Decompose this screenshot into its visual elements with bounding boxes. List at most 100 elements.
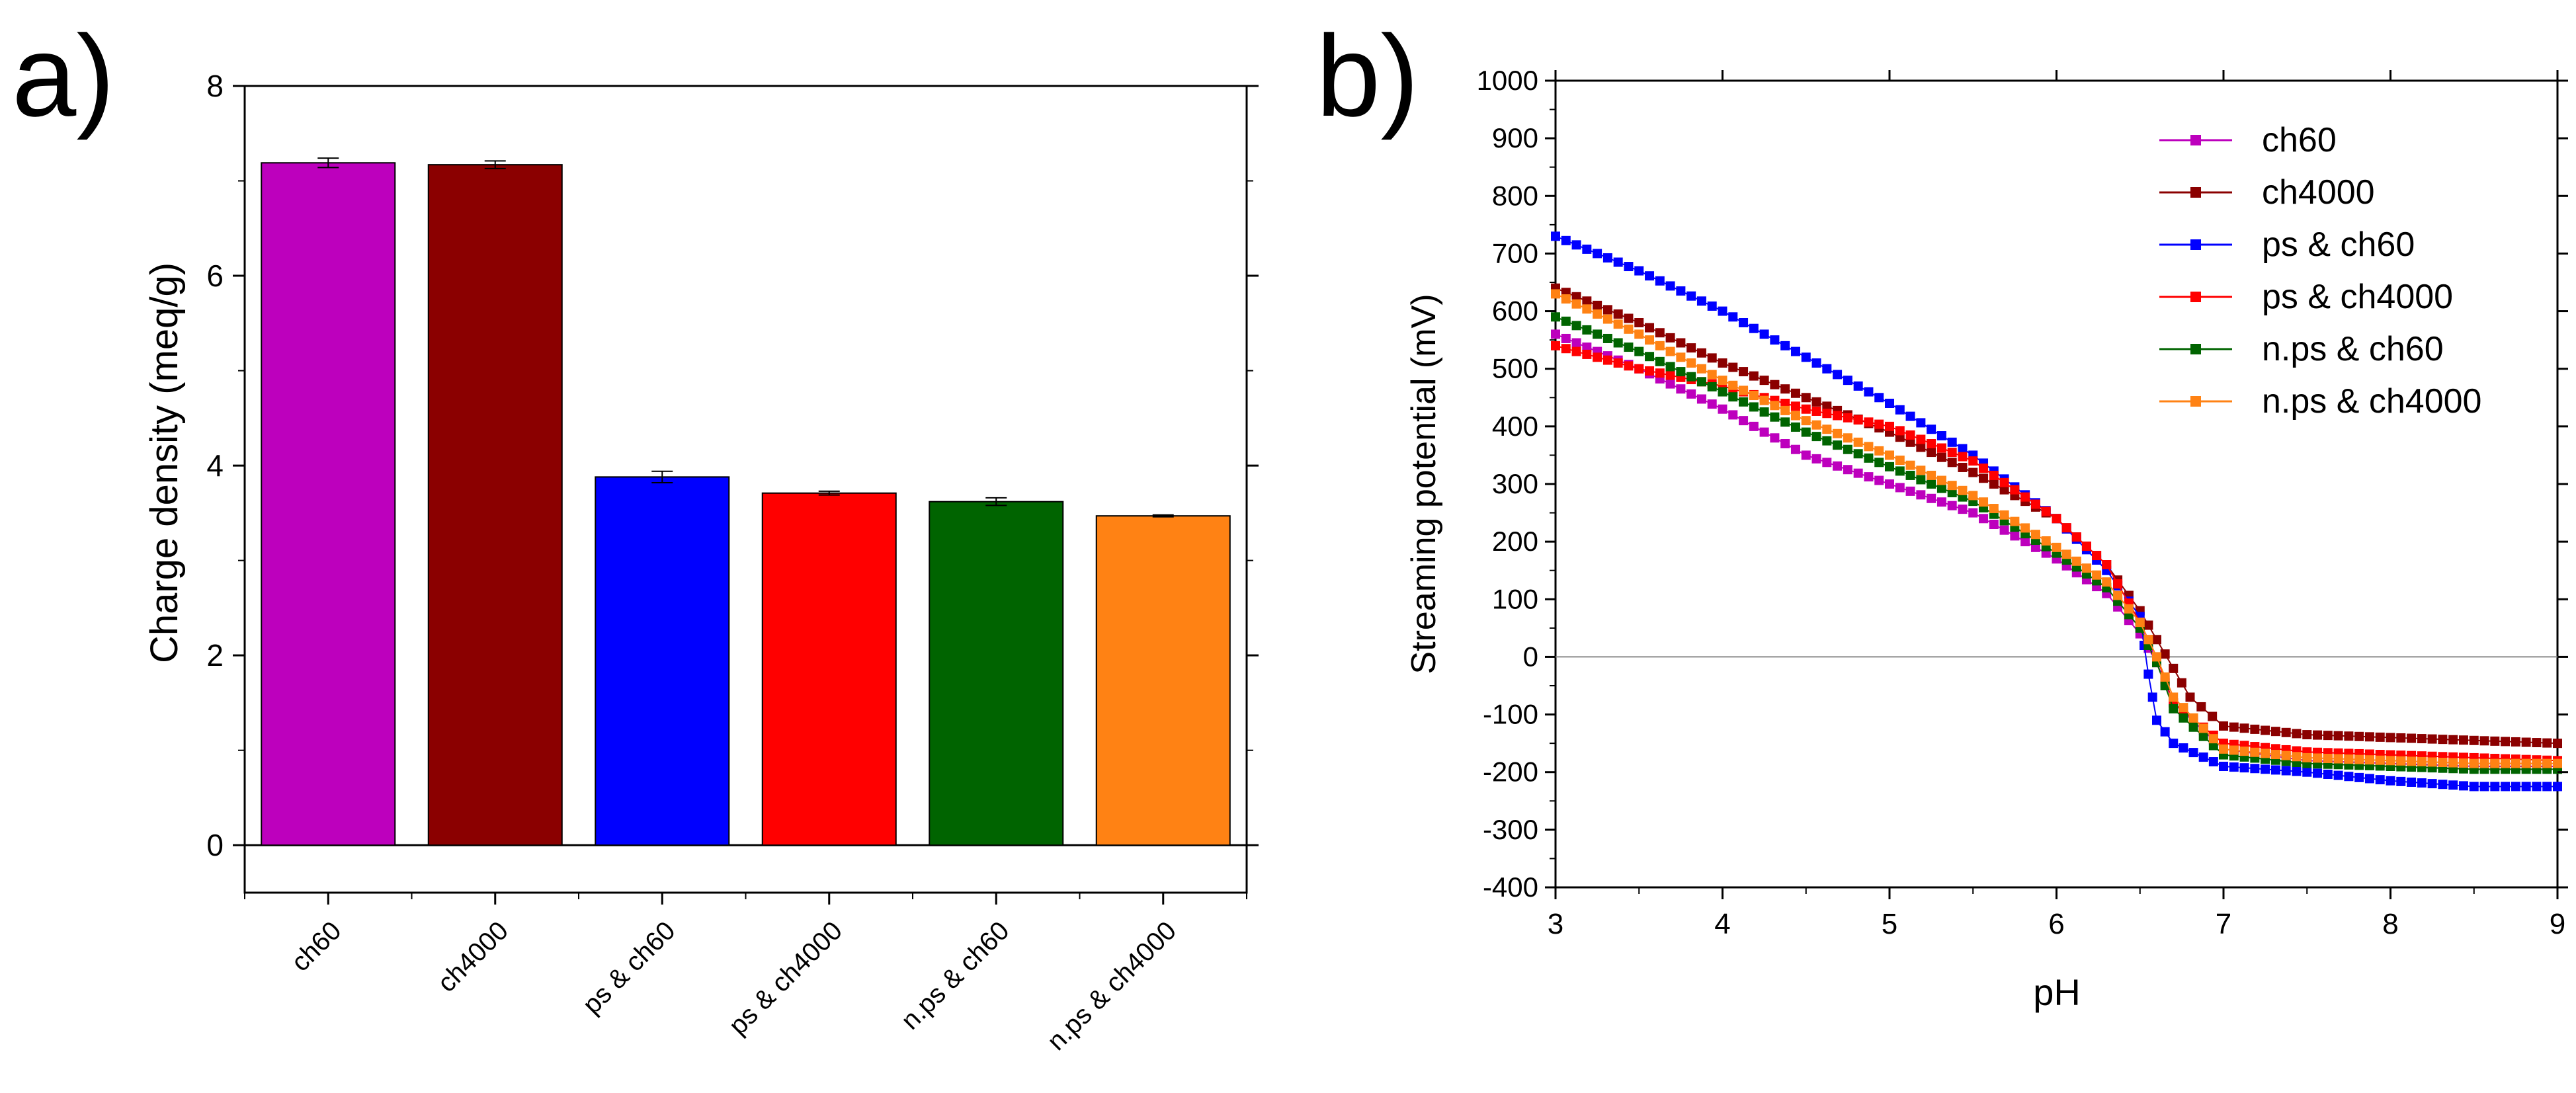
- data-point: [2102, 560, 2112, 569]
- data-point: [1780, 439, 1790, 448]
- data-point: [1582, 296, 1592, 306]
- data-point: [1864, 453, 1874, 463]
- data-point: [1874, 393, 1884, 403]
- data-point: [1989, 470, 1999, 480]
- data-point: [2143, 635, 2153, 645]
- data-point: [1989, 479, 1999, 489]
- data-point: [1571, 346, 1581, 356]
- data-point: [1696, 394, 1706, 404]
- data-point: [1853, 468, 1863, 478]
- legend-label: ch4000: [2262, 173, 2375, 212]
- data-point: [2092, 570, 2102, 580]
- data-point: [2261, 725, 2270, 735]
- x-tick-label: ch60: [286, 916, 347, 977]
- data-point: [1613, 338, 1623, 348]
- data-point: [1822, 425, 1832, 434]
- data-point: [2386, 756, 2395, 766]
- data-point: [1770, 433, 1780, 443]
- y-tick-label: 400: [1492, 411, 1538, 442]
- data-point: [1665, 333, 1675, 343]
- data-point: [2542, 758, 2552, 768]
- data-point: [1739, 318, 1749, 327]
- data-point: [1853, 449, 1863, 459]
- data-point: [1728, 362, 1738, 372]
- data-point: [1655, 356, 1665, 366]
- y-tick-label: 1000: [1477, 65, 1538, 96]
- data-point: [1936, 431, 1946, 441]
- y-tick-label: 8: [206, 69, 224, 103]
- data-point: [1999, 510, 2009, 520]
- data-point: [2113, 590, 2123, 600]
- data-point: [1613, 358, 1623, 368]
- data-point: [1999, 485, 2009, 495]
- data-point: [2532, 782, 2542, 791]
- data-point: [2438, 780, 2448, 789]
- data-point: [1916, 434, 1926, 444]
- data-point: [1770, 380, 1780, 389]
- data-point: [2407, 777, 2417, 787]
- data-point: [1593, 249, 1602, 259]
- data-point: [2333, 731, 2343, 741]
- data-point: [1582, 325, 1592, 335]
- data-point: [1624, 324, 1634, 334]
- y-tick-label: 4: [206, 448, 224, 483]
- data-point: [1582, 349, 1592, 359]
- data-point: [1833, 370, 1843, 380]
- data-point: [2061, 523, 2071, 533]
- data-point: [2219, 744, 2228, 754]
- y-tick-label: -200: [1483, 756, 1538, 788]
- data-point: [1905, 460, 1915, 470]
- data-point: [1885, 399, 1894, 408]
- legend-item-ps-ch60: ps & ch60: [2159, 225, 2415, 264]
- data-point: [2375, 775, 2385, 785]
- y-axis-label: Charge density (meq/g): [143, 263, 186, 663]
- data-point: [1790, 444, 1800, 454]
- data-point: [1843, 376, 1852, 385]
- data-point: [2532, 738, 2542, 748]
- data-point: [2030, 530, 2040, 540]
- data-point: [1916, 418, 1926, 428]
- data-point: [1624, 313, 1634, 323]
- data-point: [1676, 338, 1686, 348]
- data-point: [2250, 764, 2260, 774]
- data-point: [2229, 722, 2239, 732]
- y-tick-label: 700: [1492, 237, 1538, 268]
- data-point: [2196, 702, 2206, 711]
- data-point: [2479, 736, 2489, 746]
- data-point: [2511, 737, 2520, 747]
- data-point: [1916, 475, 1926, 485]
- data-point: [1905, 411, 1915, 421]
- x-axis-label: pH: [2033, 971, 2081, 1013]
- data-point: [1936, 443, 1946, 453]
- data-point: [1707, 301, 1717, 311]
- data-point: [2160, 727, 2170, 737]
- data-point: [2302, 730, 2312, 740]
- data-point: [1749, 402, 1759, 412]
- data-point: [1696, 348, 1706, 358]
- data-point: [2396, 776, 2406, 786]
- data-point: [1811, 406, 1821, 416]
- data-point: [1885, 462, 1894, 471]
- data-point: [1571, 240, 1581, 250]
- data-point: [1864, 442, 1874, 452]
- data-point: [2323, 731, 2333, 741]
- data-point: [1645, 335, 1655, 345]
- data-point: [2177, 678, 2186, 688]
- data-point: [1874, 446, 1884, 456]
- data-point: [2102, 577, 2112, 587]
- data-point: [1696, 364, 1706, 374]
- data-point: [1634, 346, 1644, 356]
- data-point: [2081, 542, 2091, 551]
- legend-label: n.ps & ch4000: [2262, 382, 2481, 421]
- data-point: [1676, 384, 1686, 394]
- data-point: [2553, 739, 2562, 749]
- y-axis-ticks: 0 2 4 6 8: [206, 69, 1259, 862]
- data-point: [1833, 461, 1843, 471]
- data-point: [2302, 752, 2312, 762]
- data-point: [1759, 395, 1769, 405]
- y-tick-label: 300: [1492, 468, 1538, 499]
- data-point: [2313, 768, 2323, 778]
- data-point: [2041, 536, 2051, 546]
- data-point: [2169, 704, 2179, 713]
- data-point: [2124, 604, 2134, 614]
